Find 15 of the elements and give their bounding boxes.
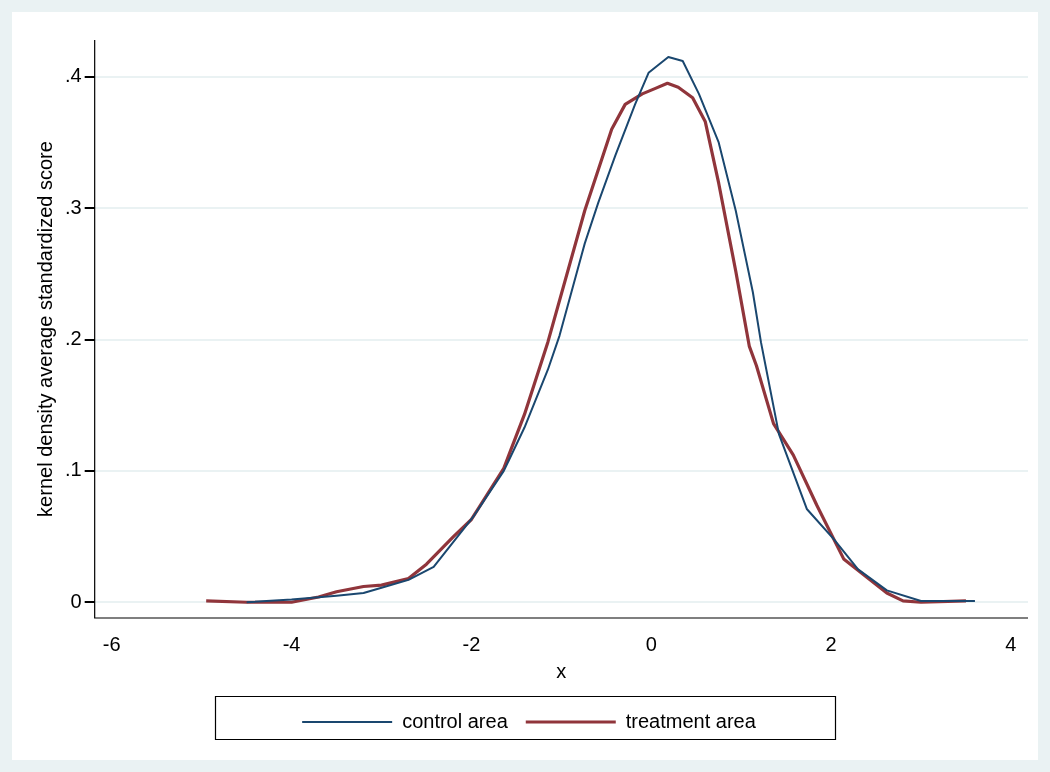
x-tick-label: -6 [102, 632, 121, 655]
y-axis-title: kernel density average standardized score [33, 141, 56, 517]
y-tick-label: 0 [70, 589, 82, 612]
y-tick-label: .4 [64, 64, 82, 87]
x-axis-title: x [556, 659, 567, 682]
x-tick-label: -4 [282, 632, 301, 655]
y-tick-label: .3 [64, 195, 82, 218]
y-tick-label: .2 [64, 327, 82, 350]
x-tick-label: 0 [645, 632, 657, 655]
legend-label: treatment area [625, 709, 757, 732]
x-tick-label: -2 [462, 632, 481, 655]
legend-label: control area [402, 709, 509, 732]
y-tick-label: .1 [64, 458, 82, 481]
x-tick-label: 4 [1005, 632, 1017, 655]
x-tick-label: 2 [825, 632, 837, 655]
